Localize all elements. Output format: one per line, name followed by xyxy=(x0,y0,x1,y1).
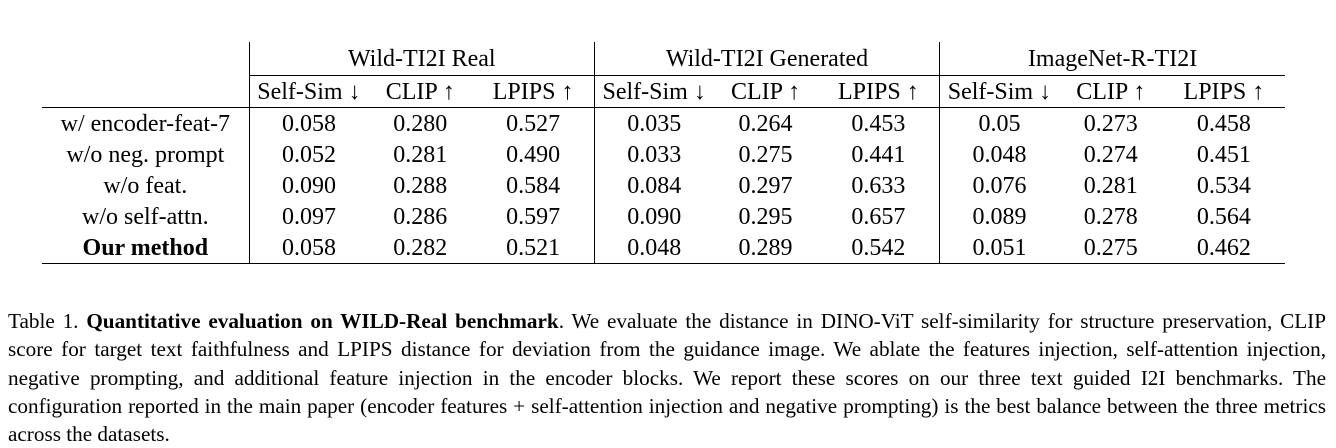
table-cell: 0.035 xyxy=(594,107,714,139)
table-cell: 0.462 xyxy=(1162,232,1285,264)
table-cell: 0.542 xyxy=(817,232,941,264)
table-cell: 0.051 xyxy=(939,232,1059,264)
row-label: w/o neg. prompt xyxy=(42,139,250,170)
table-cell: 0.058 xyxy=(249,232,369,264)
table-row: w/ encoder-feat-7 0.058 0.280 0.527 0.035 0.2… xyxy=(42,107,1285,139)
table-cell: 0.295 xyxy=(738,203,793,230)
table-row: w/o feat. 0.090 0.288 0.584 0.084 0.297 0.633 0… xyxy=(42,170,1285,201)
metric-header-clip: CLIP ↑ xyxy=(1058,75,1163,108)
group-header-wild-real: Wild-TI2I Real xyxy=(249,42,595,76)
metric-header-clip: CLIP ↑ xyxy=(713,75,818,108)
row-label: w/o feat. xyxy=(42,170,250,201)
table-cell: 0.441 xyxy=(817,139,941,170)
table-cell: 0.657 xyxy=(817,201,941,232)
caption-number: Table 1. xyxy=(8,309,79,334)
table-cell: 0.286 xyxy=(393,203,448,230)
table-cell: 0.453 xyxy=(817,107,941,139)
corner-cell xyxy=(42,75,250,108)
table-row: Our method 0.058 0.282 0.521 0.048 0.289 0.542… xyxy=(42,232,1285,264)
table-cell: 0.274 xyxy=(1083,141,1138,168)
metric-header-clip: CLIP ↑ xyxy=(368,75,473,108)
metric-header-lpips: LPIPS ↑ xyxy=(1162,75,1285,108)
metric-header-lpips: LPIPS ↑ xyxy=(472,75,595,108)
table-cell: 0.451 xyxy=(1196,141,1251,168)
table-cell: 0.289 xyxy=(713,232,818,264)
table-cell: 0.273 xyxy=(1058,107,1163,139)
table-cell: 0.089 xyxy=(972,203,1027,230)
table-cell: 0.084 xyxy=(627,172,682,199)
table-cell: 0.052 xyxy=(281,141,336,168)
table-cell: 0.076 xyxy=(972,172,1027,199)
table-cell: 0.297 xyxy=(738,172,793,199)
table-cell: 0.05 xyxy=(939,107,1059,139)
table-body: w/ encoder-feat-7 0.058 0.280 0.527 0.035 0.2… xyxy=(42,107,1285,264)
table-cell: 0.090 xyxy=(281,172,336,199)
row-label: Our method xyxy=(42,232,250,264)
table-row: w/o self-attn. 0.097 0.286 0.597 0.090 0.295 0… xyxy=(42,201,1285,232)
metric-header-self-sim: Self-Sim ↓ xyxy=(939,75,1059,108)
table-cell: 0.033 xyxy=(627,141,682,168)
table-cell: 0.275 xyxy=(1058,232,1163,264)
metric-header-self-sim: Self-Sim ↓ xyxy=(594,75,714,108)
table-row: w/o neg. prompt 0.052 0.281 0.490 0.033 0.275… xyxy=(42,139,1285,170)
row-label: w/ encoder-feat-7 xyxy=(42,107,250,139)
group-header-imagenet-r: ImageNet-R-TI2I xyxy=(1027,45,1198,72)
table-cell: 0.584 xyxy=(472,170,595,201)
table-cell: 0.264 xyxy=(713,107,818,139)
table-cell: 0.521 xyxy=(472,232,595,264)
table-cell: 0.564 xyxy=(1196,203,1251,230)
table-cell: 0.633 xyxy=(817,170,941,201)
corner-cell xyxy=(42,42,250,76)
table-cell: 0.458 xyxy=(1162,107,1285,139)
table-cell: 0.097 xyxy=(281,203,336,230)
table-cell: 0.282 xyxy=(368,232,473,264)
table-cell: 0.281 xyxy=(1083,172,1138,199)
results-table-container: Wild-TI2I Real Wild-TI2I Generated Image… xyxy=(42,42,1285,264)
metric-header-self-sim: Self-Sim ↓ xyxy=(249,75,369,108)
table-cell: 0.490 xyxy=(472,139,595,170)
results-table: Wild-TI2I Real Wild-TI2I Generated Image… xyxy=(42,42,1285,264)
row-label: w/o self-attn. xyxy=(42,201,250,232)
table-cell: 0.090 xyxy=(627,203,682,230)
table-cell: 0.534 xyxy=(1196,172,1251,199)
table-cell: 0.281 xyxy=(393,141,448,168)
table-cell: 0.597 xyxy=(472,201,595,232)
table-cell: 0.527 xyxy=(472,107,595,139)
table-cell: 0.275 xyxy=(738,141,793,168)
table-caption: Table 1. Quantitative evaluation on WILD… xyxy=(8,307,1326,448)
table-cell: 0.280 xyxy=(368,107,473,139)
caption-title: Quantitative evaluation on WILD-Real ben… xyxy=(86,309,559,334)
metric-header-lpips: LPIPS ↑ xyxy=(817,75,941,108)
table-cell: 0.278 xyxy=(1083,203,1138,230)
table-cell: 0.288 xyxy=(393,172,448,199)
table-cell: 0.048 xyxy=(594,232,714,264)
table-cell: 0.048 xyxy=(972,141,1027,168)
table-cell: 0.058 xyxy=(249,107,369,139)
group-header-wild-generated: Wild-TI2I Generated xyxy=(594,42,941,76)
